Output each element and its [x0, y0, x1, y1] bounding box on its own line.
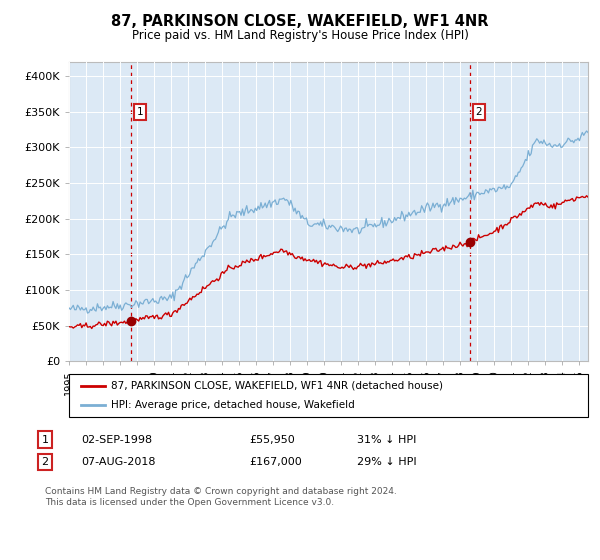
Text: 31% ↓ HPI: 31% ↓ HPI — [357, 435, 416, 445]
Text: 02-SEP-1998: 02-SEP-1998 — [81, 435, 152, 445]
Text: 1: 1 — [137, 107, 143, 117]
Text: Contains HM Land Registry data © Crown copyright and database right 2024.
This d: Contains HM Land Registry data © Crown c… — [45, 487, 397, 507]
Text: 29% ↓ HPI: 29% ↓ HPI — [357, 457, 416, 467]
Text: £167,000: £167,000 — [249, 457, 302, 467]
Text: £55,950: £55,950 — [249, 435, 295, 445]
Text: HPI: Average price, detached house, Wakefield: HPI: Average price, detached house, Wake… — [111, 400, 355, 410]
Text: Price paid vs. HM Land Registry's House Price Index (HPI): Price paid vs. HM Land Registry's House … — [131, 29, 469, 42]
Text: 1: 1 — [41, 435, 49, 445]
Text: 2: 2 — [41, 457, 49, 467]
Text: 2: 2 — [475, 107, 482, 117]
Text: 87, PARKINSON CLOSE, WAKEFIELD, WF1 4NR: 87, PARKINSON CLOSE, WAKEFIELD, WF1 4NR — [111, 14, 489, 29]
Text: 07-AUG-2018: 07-AUG-2018 — [81, 457, 155, 467]
Text: 87, PARKINSON CLOSE, WAKEFIELD, WF1 4NR (detached house): 87, PARKINSON CLOSE, WAKEFIELD, WF1 4NR … — [111, 381, 443, 391]
